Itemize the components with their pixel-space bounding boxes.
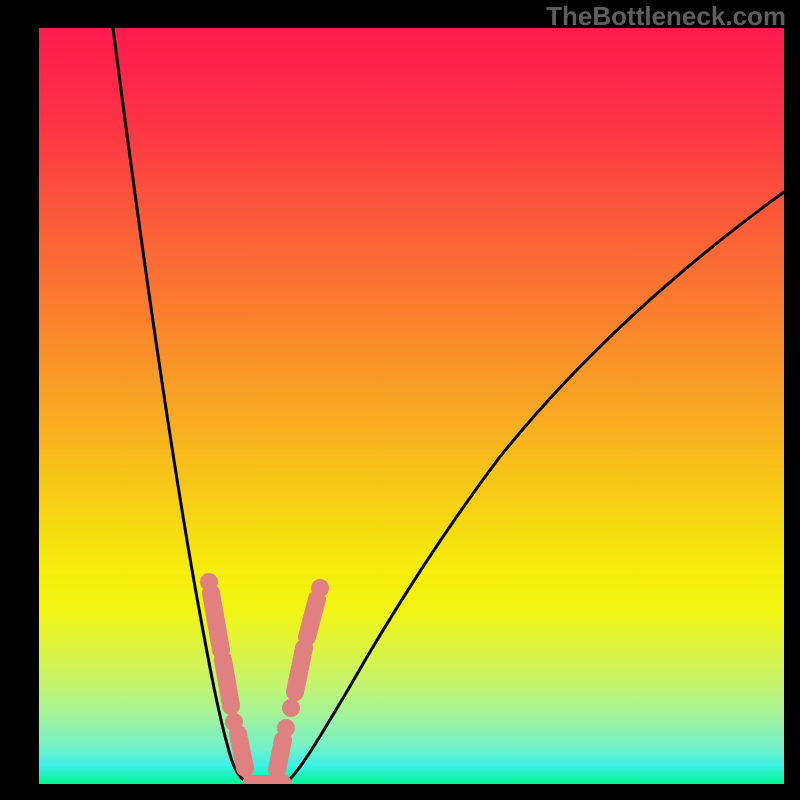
marker-right-3 bbox=[282, 699, 300, 717]
marker-left-2 bbox=[223, 660, 231, 706]
marker-left-4 bbox=[238, 734, 245, 768]
marker-right-1 bbox=[307, 599, 317, 637]
chart-container: TheBottleneck.com bbox=[0, 0, 800, 800]
chart-svg bbox=[39, 28, 784, 784]
marker-right-5 bbox=[277, 740, 283, 770]
gradient-background bbox=[39, 28, 784, 784]
marker-right-2 bbox=[295, 648, 304, 692]
plot-area bbox=[39, 28, 784, 784]
marker-left-1 bbox=[211, 593, 221, 650]
watermark-text: TheBottleneck.com bbox=[546, 1, 786, 32]
